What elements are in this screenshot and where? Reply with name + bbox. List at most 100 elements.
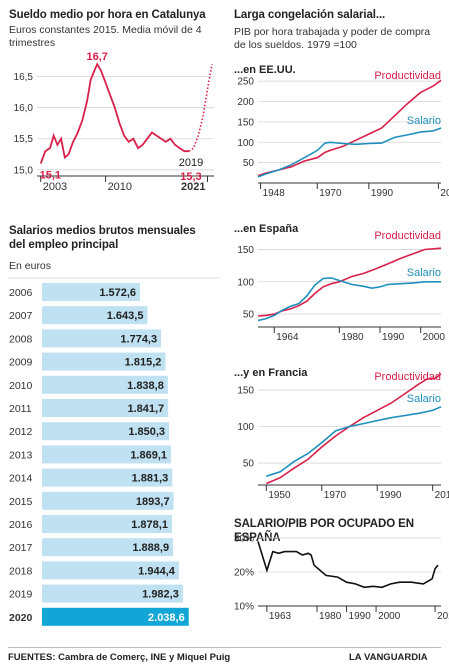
x-tick-label: 1980 [341,332,364,343]
bar-category-label: 2020 [9,612,33,624]
y-tick-label: 30% [234,534,254,545]
bar-value-label: 2.038,6 [148,612,185,624]
bar-value-label: 1.774,3 [120,333,157,345]
salary-bar [42,399,169,417]
x-tick-label: 1980 [319,611,342,622]
x-tick-label: 1990 [371,188,394,199]
y-tick-label: 10% [234,602,254,613]
salary-bar [42,491,174,510]
panel1-subtitle: Euros constantes 2015. Media móvil de 4 … [9,24,202,49]
x-tick-label: 2010 [108,181,132,193]
x-tick-label: 1964 [276,332,299,343]
bar-value-label: 1.815,2 [125,357,162,369]
bar-category-label: 2008 [9,333,33,345]
bar-category-label: 2018 [9,565,33,577]
panel1-title: Sueldo medio por hora en Catalunya [9,9,206,21]
y-tick-label: 15,5 [14,134,34,145]
salary-bar [42,561,179,580]
y-tick-label: 200 [237,97,254,108]
panel-section-title: ...en España [234,223,299,235]
salary-bar [42,306,148,325]
bar-value-label: 1.888,9 [132,542,169,554]
bar-category-label: 2019 [9,589,33,601]
y-tick-label: 15,0 [14,165,34,176]
legend-productividad: Productividad [374,371,441,383]
annotation-year: 2019 [179,157,203,169]
salario-line [257,277,441,322]
footer-sources: FUENTES: Cambra de Comerç, INE y Miquel … [8,652,231,663]
bar-value-label: 1.838,8 [127,380,164,392]
footer-brand: LA VANGUARDIA [349,652,428,663]
y-tick-label: 50 [243,158,255,169]
y-tick-label: 16,5 [14,72,34,83]
panel3-subtitle: PIB por hora trabajada y poder de compra… [234,26,431,51]
salary-bar [42,515,172,533]
salario-line [257,127,442,178]
bar-category-label: 2013 [9,449,33,461]
bar-category-label: 2017 [9,542,33,554]
panel4-title: SALARIO/PIB POR OCUPADO EN ESPAÑA [234,518,414,544]
bar-category-label: 2009 [9,357,33,369]
panel3-title: Larga congelación salarial... [234,9,386,21]
salary-bar [42,584,183,603]
panel-section-title: ...en EE.UU. [234,64,296,76]
salary-bar [42,283,141,301]
annotation-end: 15,3 [180,171,201,183]
bar-value-label: 1.878,1 [131,519,168,531]
bar-category-label: 2010 [9,380,33,392]
salary-bar [42,375,168,394]
bar-category-label: 2016 [9,519,33,531]
y-tick-label: 20% [234,568,254,579]
x-tick-label: 2003 [43,181,67,193]
wage-line [39,62,189,164]
bar-value-label: 1.869,1 [130,449,167,461]
y-tick-label: 50 [243,310,255,321]
footer-divider [8,647,441,648]
salary-bar [42,538,174,557]
x-tick-label: 2020 [437,611,449,622]
bar-value-label: 1.850,3 [128,426,165,438]
x-tick-label: 2000 [423,332,446,343]
bar-value-label: 1.643,5 [107,310,144,322]
y-tick-label: 150 [237,385,254,396]
bar-value-label: 1.982,3 [142,589,179,601]
x-tick-label: 2017 [440,188,449,199]
x-tick-label: 2000 [378,611,401,622]
y-tick-label: 16,0 [14,103,34,114]
x-tick-label: 2010 [435,490,449,501]
bar-category-label: 2012 [9,426,33,438]
x-tick-label: 1990 [379,490,402,501]
legend-salario: Salario [407,115,441,127]
y-tick-label: 100 [237,277,254,288]
panel2-title: Salarios medios brutos mensuales del emp… [9,225,196,251]
y-tick-label: 250 [237,77,254,88]
y-tick-label: 150 [237,117,254,128]
salary-bar [42,468,173,487]
x-tick-label: 1970 [319,188,342,199]
salary-bar [42,329,162,348]
bar-category-label: 2011 [9,403,32,415]
bar-category-label: 2014 [9,473,33,485]
legend-productividad: Productividad [374,230,441,242]
salario-line [266,406,442,477]
bar-category-label: 2007 [9,310,33,322]
x-tick-label: 1963 [269,611,292,622]
annotation-peak: 16,7 [87,51,108,63]
bar-value-label: 1.572,6 [99,287,136,299]
x-tick-label: 2021 [181,181,205,193]
productividad-line [257,79,442,177]
bar-value-label: 1893,7 [136,496,170,508]
salary-bar [42,422,170,441]
y-tick-label: 100 [237,138,254,149]
legend-salario: Salario [407,393,441,405]
legend-salario: Salario [407,267,441,279]
bar-category-label: 2006 [9,287,33,299]
panel2-subtitle: En euros [9,260,52,272]
x-tick-label: 1950 [268,490,291,501]
x-tick-label: 1990 [382,332,405,343]
y-tick-label: 100 [237,422,254,433]
salary-bar [42,607,189,626]
y-tick-label: 150 [237,245,254,256]
y-tick-label: 50 [243,459,255,470]
